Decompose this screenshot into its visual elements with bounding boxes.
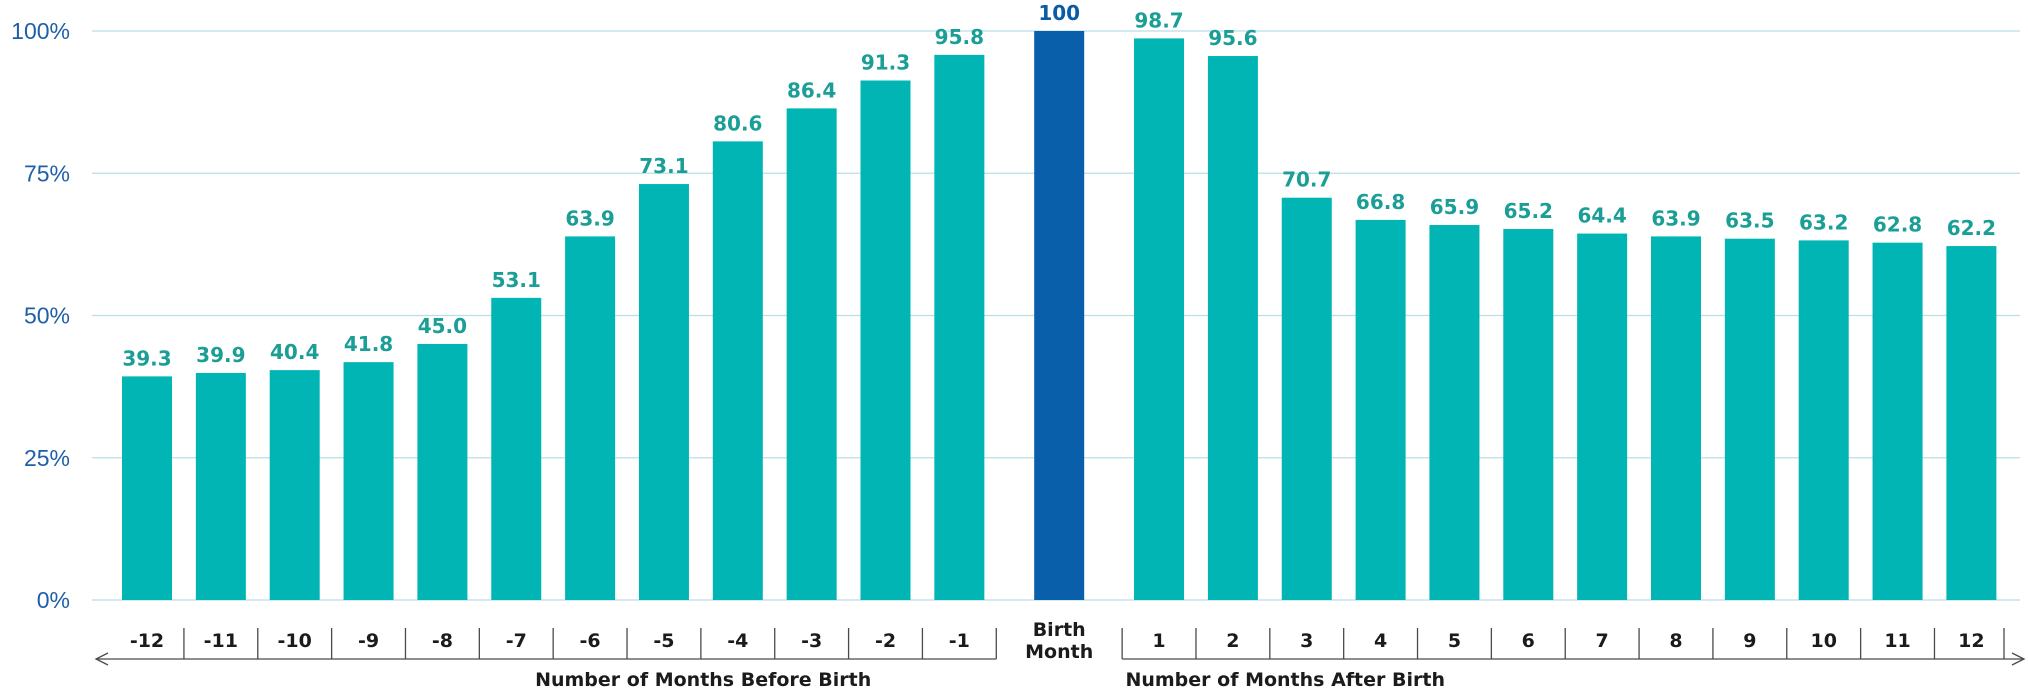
x-tick-label: 5 [1448, 630, 1461, 652]
value-label: 63.9 [565, 206, 614, 230]
value-label: 64.4 [1577, 204, 1626, 228]
axis-arrowhead-right [2011, 652, 2026, 666]
x-tick-label: -9 [358, 630, 379, 652]
value-label: 86.4 [787, 78, 836, 102]
value-label: 65.9 [1430, 195, 1479, 219]
bar [1207, 56, 1258, 600]
value-label: 91.3 [861, 51, 910, 75]
x-tick-label: -6 [580, 630, 601, 652]
value-label: 73.1 [639, 154, 688, 178]
value-label: 70.7 [1282, 168, 1331, 192]
bar [343, 362, 394, 600]
x-tick-label: 8 [1669, 630, 1682, 652]
y-tick-label: 75% [24, 160, 70, 186]
bar [786, 108, 837, 600]
value-label: 62.8 [1873, 213, 1922, 237]
value-label: 98.7 [1134, 8, 1183, 32]
x-tick-label: -1 [949, 630, 970, 652]
bar [712, 141, 763, 601]
x-tick-label: Birth Month [1025, 619, 1093, 663]
x-tick-label: 3 [1300, 630, 1313, 652]
value-label: 95.6 [1208, 26, 1257, 50]
bar [1946, 246, 1997, 600]
bar [1281, 197, 1332, 601]
value-label: 63.9 [1651, 206, 1700, 230]
x-tick-label: 12 [1958, 630, 1984, 652]
x-axis [94, 628, 2026, 666]
x-tick-label: -3 [801, 630, 822, 652]
bar [860, 80, 911, 601]
value-label: 66.8 [1356, 190, 1405, 214]
x-tick-label: -10 [278, 630, 312, 652]
x-tick-label: -7 [506, 630, 527, 652]
bar [565, 236, 616, 600]
x-tick-label: -4 [727, 630, 748, 652]
value-labels: 39.3 39.9 40.4 41.8 45.0 53.1 63.9 73.1 80.6 86.4… [122, 1, 1996, 370]
bar [1651, 236, 1701, 600]
bar [491, 297, 542, 600]
value-label: 39.9 [196, 343, 245, 367]
y-tick-label: 50% [24, 303, 70, 329]
bar [122, 376, 172, 600]
value-label: 95.8 [935, 25, 984, 49]
x-tick-label: -12 [130, 630, 164, 652]
y-tick-label: 0% [37, 587, 70, 613]
x-tick-label: 2 [1226, 630, 1239, 652]
x-tick-label: -11 [204, 630, 238, 652]
bar [1724, 238, 1775, 600]
value-label: 65.2 [1504, 199, 1553, 223]
x-tick-label: 11 [1884, 630, 1910, 652]
bar [1872, 242, 1923, 600]
y-tick-label: 25% [24, 445, 70, 471]
x-tick-label: -5 [653, 630, 674, 652]
bars [122, 31, 1997, 601]
value-label: 53.1 [492, 268, 541, 292]
value-label: 40.4 [270, 340, 319, 364]
x-tick-label: 6 [1522, 630, 1535, 652]
y-axis-ticks: 0% 25% 50% 75% 100% [11, 18, 70, 613]
bar [1503, 229, 1554, 600]
x-tick-label: 1 [1152, 630, 1165, 652]
bar [638, 184, 689, 600]
group-label-after-birth: Number of Months After Birth [1125, 669, 1445, 691]
bar-highlight [1034, 31, 1085, 600]
value-label: 41.8 [344, 332, 393, 356]
group-label-before-birth: Number of Months Before Birth [535, 669, 871, 691]
x-axis-ticks: -12 -11 -10 -9 -8 -7 -6 -5 -4 -3 -2 -1 Birth Month 1 2 3… [130, 619, 1985, 663]
x-tick-label: 4 [1374, 630, 1387, 652]
x-tick-label: 7 [1596, 630, 1609, 652]
value-label: 63.5 [1725, 209, 1774, 233]
bar [1355, 219, 1406, 600]
x-tick-label: -8 [432, 630, 453, 652]
bar [1577, 233, 1628, 600]
value-label: 80.6 [713, 111, 762, 135]
axis-arrowhead-left [94, 652, 109, 666]
bar [1134, 38, 1185, 601]
value-label: 63.2 [1799, 210, 1848, 234]
x-tick-label: 10 [1810, 630, 1836, 652]
y-tick-label: 100% [11, 18, 70, 44]
bar [1429, 225, 1480, 601]
group-labels: Number of Months Before Birth Number of … [535, 669, 1445, 691]
bar [269, 370, 320, 600]
value-label: 39.3 [122, 346, 171, 370]
bar [934, 54, 985, 600]
x-tick-label: 9 [1743, 630, 1756, 652]
value-label: 45.0 [418, 314, 467, 338]
bar [417, 343, 468, 600]
bar [1798, 240, 1849, 600]
x-tick-label: -2 [875, 630, 896, 652]
value-label: 100 [1038, 1, 1080, 25]
bar [195, 372, 246, 600]
value-label: 62.2 [1947, 216, 1996, 240]
